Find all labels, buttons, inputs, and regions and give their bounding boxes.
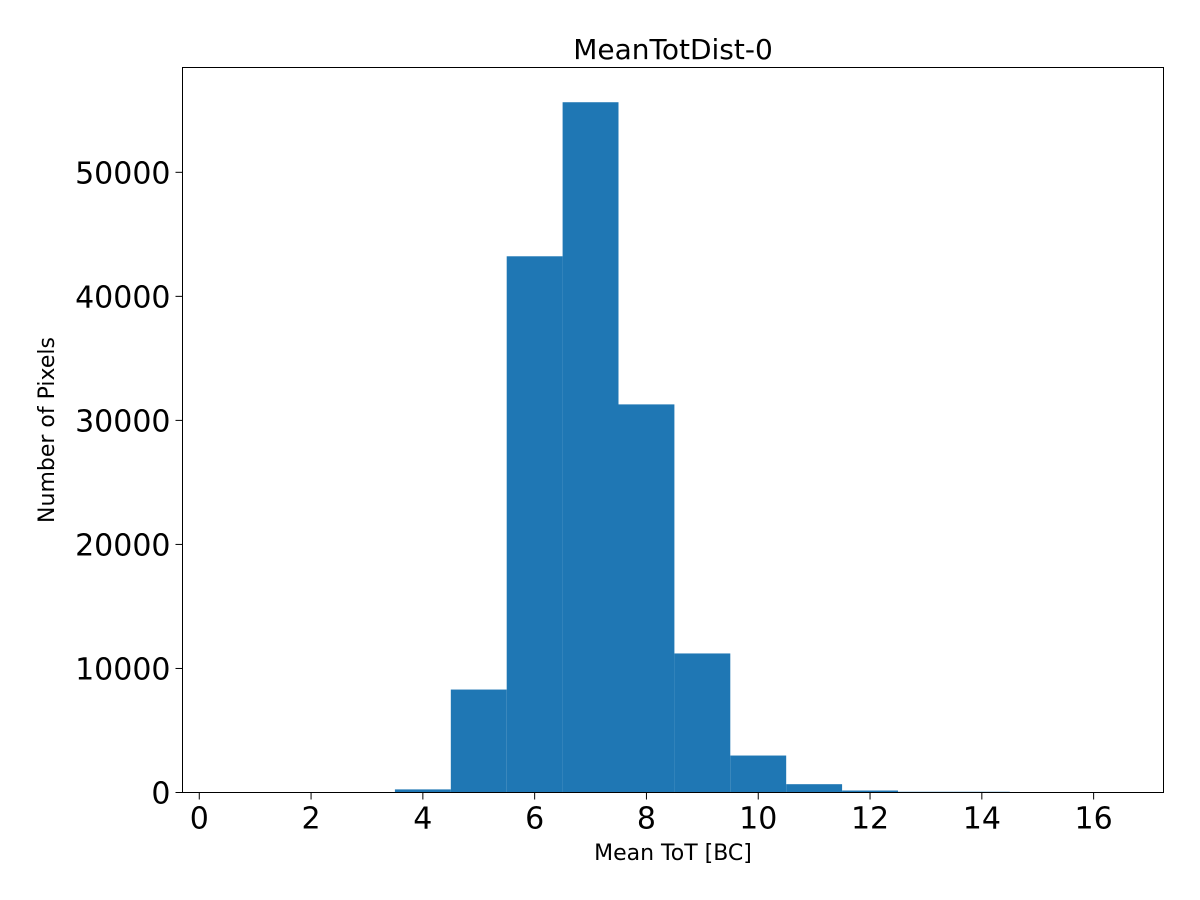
x-tick-label: 8 bbox=[637, 802, 656, 837]
x-tick-label: 10 bbox=[739, 802, 777, 837]
x-tick-label: 4 bbox=[413, 802, 432, 837]
x-tick-label: 0 bbox=[190, 802, 209, 837]
histogram-bar bbox=[506, 256, 563, 793]
histogram-bar bbox=[674, 653, 731, 793]
chart-title: MeanTotDist-0 bbox=[573, 33, 773, 66]
histogram-bar bbox=[394, 789, 451, 793]
x-tick-label: 16 bbox=[1075, 802, 1113, 837]
histogram-bar bbox=[842, 790, 898, 793]
histogram-bar bbox=[618, 404, 675, 793]
x-tick-label: 12 bbox=[851, 802, 889, 837]
y-tick-label: 10000 bbox=[75, 652, 170, 687]
x-tick-label: 6 bbox=[525, 802, 544, 837]
x-tick-label: 2 bbox=[302, 802, 321, 837]
histogram-bar bbox=[562, 102, 619, 793]
histogram-bar bbox=[786, 784, 843, 793]
y-axis-label: Number of Pixels bbox=[35, 337, 60, 523]
histogram-bar bbox=[450, 689, 507, 793]
y-tick-label: 50000 bbox=[75, 156, 170, 191]
y-tick-label: 0 bbox=[151, 777, 170, 812]
y-tick-label: 40000 bbox=[75, 280, 170, 315]
y-tick-label: 20000 bbox=[75, 528, 170, 563]
x-axis-label: Mean ToT [BC] bbox=[594, 841, 752, 866]
histogram-bar bbox=[730, 755, 787, 793]
y-tick-label: 30000 bbox=[75, 404, 170, 439]
x-tick-label: 14 bbox=[963, 802, 1001, 837]
plot-frame bbox=[182, 67, 1164, 793]
